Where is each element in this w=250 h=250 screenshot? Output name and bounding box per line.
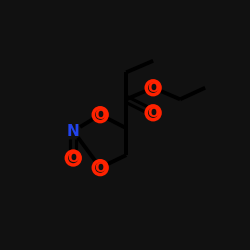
Text: O: O	[147, 106, 159, 120]
Text: O: O	[67, 151, 79, 165]
Text: O: O	[147, 81, 159, 95]
Text: N: N	[67, 124, 80, 138]
Text: O: O	[94, 161, 106, 175]
Text: O: O	[94, 108, 106, 122]
